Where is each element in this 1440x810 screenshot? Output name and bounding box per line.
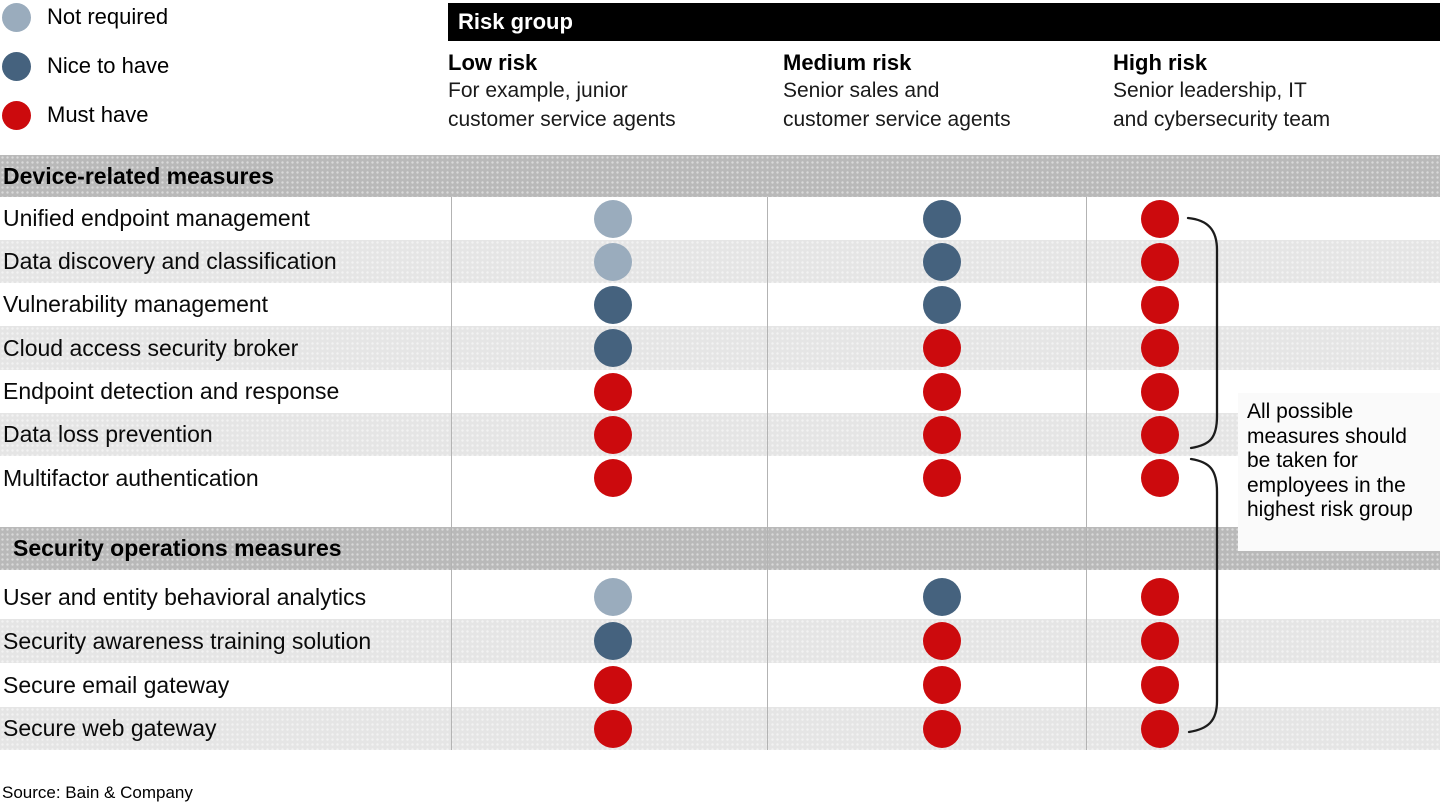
rating-dot [594, 709, 632, 748]
rating-dot [923, 242, 961, 281]
risk-group-title-bar: Risk group [448, 3, 1440, 41]
not-required-dot-icon [2, 2, 31, 32]
row-label: Cloud access security broker [3, 334, 299, 361]
rating-dot [1141, 666, 1179, 704]
rating-dot [594, 415, 632, 454]
row-label: Multifactor authentication [3, 464, 259, 491]
rating-dot [1141, 199, 1179, 238]
column-divider [1086, 197, 1087, 750]
row-label: Data discovery and classification [3, 248, 337, 274]
row-label: User and entity behavioral analytics [3, 583, 367, 610]
annotation-line: highest risk group [1247, 498, 1413, 521]
legend-label: Not required [47, 4, 169, 29]
rating-dot [923, 459, 961, 497]
column-divider [767, 197, 768, 750]
rating-dot [594, 242, 632, 281]
table-row: Endpoint detection and response [0, 370, 1440, 413]
legend-label: Nice to have [47, 53, 170, 78]
legend-label: Must have [47, 102, 149, 127]
rating-dot [594, 666, 632, 704]
rating-dot [594, 578, 632, 616]
annotation-line: measures should [1247, 424, 1407, 448]
annotation-line: employees in the [1247, 473, 1406, 497]
column-divider [451, 197, 452, 750]
table-row: Multifactor authentication [0, 456, 1440, 500]
row-label: Vulnerability management [3, 291, 269, 317]
must-have-dot-icon [2, 100, 31, 130]
rating-dot [594, 459, 632, 497]
column-subtitle-line: customer service agents [783, 108, 1011, 131]
column-subtitle-line: Senior sales and [783, 79, 940, 102]
column-header-low-risk: Low risk For example, junior customer se… [448, 49, 768, 134]
annotation-highest-risk: All possible measures should be taken fo… [1238, 393, 1440, 551]
rating-dot [594, 622, 632, 660]
row-label: Endpoint detection and response [3, 378, 340, 404]
rating-dot [1141, 709, 1179, 748]
row-label: Unified endpoint management [3, 205, 310, 231]
table-row: User and entity behavioral analytics [0, 575, 1440, 619]
rating-dot [594, 285, 632, 324]
rating-dot [594, 329, 632, 367]
rating-dot [1141, 578, 1179, 616]
rating-dot [923, 329, 961, 367]
column-title: Medium risk [783, 50, 912, 75]
rating-dot [923, 666, 961, 704]
annotation-line: All possible [1247, 400, 1354, 423]
column-subtitle-line: and cybersecurity team [1113, 108, 1331, 131]
rating-dot [1141, 459, 1179, 497]
column-subtitle-line: Senior leadership, IT [1113, 79, 1307, 102]
rating-dot [1141, 372, 1179, 411]
table-row: Data discovery and classification [0, 240, 1440, 283]
rating-dot [594, 199, 632, 238]
legend-item-must-have: Must have [2, 100, 169, 130]
column-header-high-risk: High risk Senior leadership, IT and cybe… [1113, 49, 1433, 134]
rating-dot [923, 622, 961, 660]
table-row: Secure email gateway [0, 663, 1440, 707]
row-label: Secure web gateway [3, 715, 217, 741]
nice-to-have-dot-icon [2, 51, 31, 81]
legend-item-not-required: Not required [2, 2, 169, 32]
column-subtitle-line: For example, junior [448, 79, 628, 102]
table-row: Cloud access security broker [0, 326, 1440, 370]
rating-dot [1141, 329, 1179, 367]
rating-dot [1141, 415, 1179, 454]
source-note: Source: Bain & Company [2, 783, 193, 802]
section-header-device-measures: Device-related measures [0, 155, 1440, 197]
annotation-line: be taken for [1247, 449, 1358, 472]
column-title: High risk [1113, 50, 1208, 75]
column-subtitle-line: customer service agents [448, 108, 676, 131]
rating-dot [1141, 622, 1179, 660]
row-label: Secure email gateway [3, 671, 230, 698]
column-header-medium-risk: Medium risk Senior sales and customer se… [783, 49, 1103, 134]
rating-dot [923, 578, 961, 616]
column-title: Low risk [448, 50, 538, 75]
rating-dot [923, 285, 961, 324]
table-row: Security awareness training solution [0, 619, 1440, 663]
legend-item-nice-to-have: Nice to have [2, 51, 169, 81]
rating-dot [923, 415, 961, 454]
rating-dot [1141, 285, 1179, 324]
rating-dot [923, 199, 961, 238]
rating-dot [1141, 242, 1179, 281]
rating-dot [923, 372, 961, 411]
table-row: Vulnerability management [0, 283, 1440, 326]
rating-dot [923, 709, 961, 748]
section-header-security-operations: Security operations measures [0, 527, 1440, 570]
table-row: Data loss prevention [0, 413, 1440, 456]
rating-dot [594, 372, 632, 411]
table-row: Secure web gateway [0, 707, 1440, 750]
row-label: Data loss prevention [3, 421, 213, 447]
legend: Not required Nice to have Must have [2, 2, 169, 149]
row-label: Security awareness training solution [3, 627, 372, 654]
table-row: Unified endpoint management [0, 197, 1440, 240]
